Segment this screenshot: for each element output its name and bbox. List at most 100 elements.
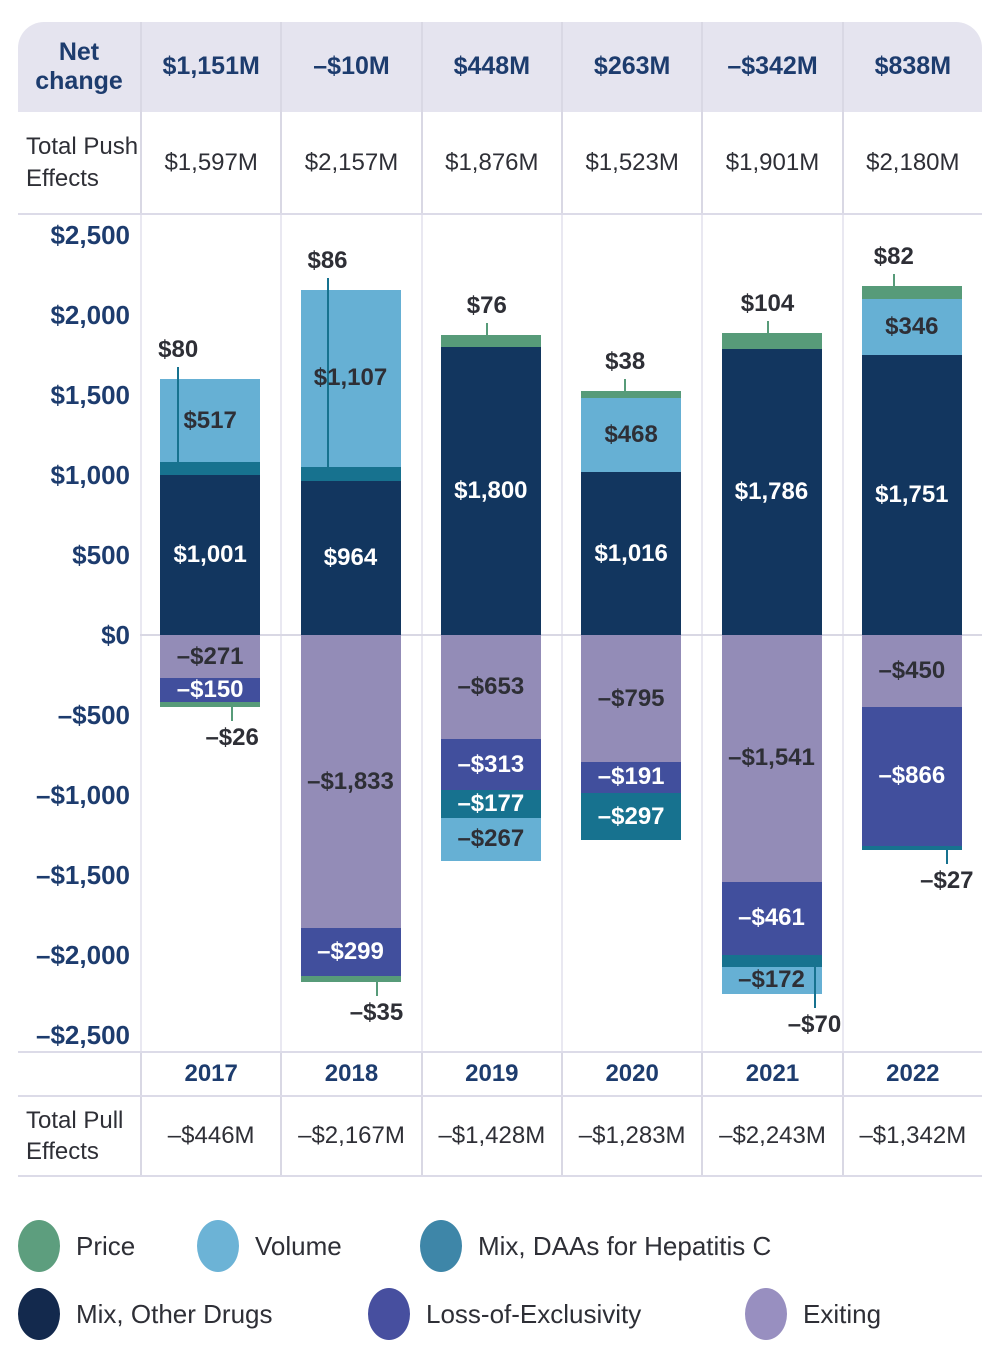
callout-value-label: $38	[605, 348, 646, 376]
bar-segment-volume	[581, 397, 682, 473]
bar-value-label: –$267	[457, 825, 525, 853]
bar-segment-loe	[721, 881, 822, 956]
bar-value-label: –$313	[457, 750, 525, 778]
pull-value-2022: –$1,342M	[841, 1097, 982, 1175]
year-label-2017: 2017	[140, 1053, 280, 1095]
callout-value-label: –$70	[787, 1011, 842, 1039]
legend-item-loe: Loss-of-Exclusivity	[368, 1288, 641, 1340]
legend-item-exiting: Exiting	[745, 1288, 881, 1340]
bar-segment-price	[581, 391, 682, 398]
bar-value-label: $1,800	[454, 477, 528, 504]
bar-value-label: –$1,833	[307, 767, 394, 795]
column-separator	[561, 215, 563, 1051]
volume-legend-swatch-icon	[197, 1220, 239, 1272]
y-axis-tick-label: $1,000	[50, 460, 130, 490]
year-label-2021: 2021	[701, 1053, 841, 1095]
callout-value-label: $76	[466, 291, 507, 319]
bar-value-label: $468	[604, 421, 658, 448]
legend-label-mix-other: Mix, Other Drugs	[76, 1298, 273, 1329]
push-value-2020: $1,523M	[560, 112, 701, 213]
bar-segment-volume	[440, 817, 541, 861]
bar-segment-exiting	[861, 635, 962, 707]
callout-value-label: $104	[740, 289, 795, 317]
bar-value-label: –$1,541	[728, 744, 815, 772]
legend-label-exiting: Exiting	[803, 1298, 882, 1329]
bar-value-label: $1,786	[734, 478, 809, 506]
bar-segment-mix_other	[721, 349, 822, 635]
y-axis-tick-label: $2,500	[50, 220, 130, 250]
bar-segment-mix_daas	[721, 955, 822, 967]
net-change-value-2021: –$342M	[701, 22, 841, 112]
callout-line	[813, 960, 816, 1009]
bar-segment-price	[440, 334, 541, 347]
total-push-effects-row: Total Push Effects $1,597M $2,157M $1,87…	[18, 112, 982, 215]
bar-value-label: $1,107	[313, 364, 388, 392]
price-legend-swatch-icon	[18, 1220, 60, 1272]
pull-value-2017: –$446M	[140, 1097, 280, 1175]
year-label-2019: 2019	[420, 1053, 561, 1095]
callout-line	[326, 277, 329, 474]
net-change-row: Net change $1,151M –$10M $448M $263M –$3…	[18, 22, 982, 112]
y-axis-tick-label: –$2,500	[36, 1020, 130, 1050]
exiting-legend-swatch-icon	[745, 1288, 787, 1340]
bar-segment-price	[160, 702, 261, 707]
pull-value-2019: –$1,428M	[420, 1097, 561, 1175]
bar-segment-price	[861, 286, 962, 300]
year-label-2020: 2020	[560, 1053, 701, 1095]
total-push-effects-label: Total Push Effects	[26, 133, 139, 192]
y-axis-tick-label: –$500	[57, 700, 130, 730]
zero-gridline	[140, 634, 982, 636]
mix-other-legend-swatch-icon	[18, 1288, 60, 1340]
bar-segment-loe	[160, 678, 261, 703]
bar-value-label: –$795	[597, 684, 665, 712]
bar-value-label: $1,751	[875, 480, 949, 508]
year-axis-row: 2017 2018 2019 2020 2021 2022	[18, 1053, 982, 1097]
callout-line	[945, 847, 948, 864]
bar-segment-mix_other	[300, 480, 401, 635]
bar-value-label: $517	[183, 406, 237, 434]
bar-segment-mix_other	[160, 474, 261, 635]
y-axis-tick-label: –$1,000	[36, 780, 130, 810]
bar-segment-exiting	[721, 635, 822, 882]
y-axis-tick-label: $2,000	[50, 300, 130, 330]
legend-label-volume: Volume	[255, 1230, 342, 1261]
bar-segment-loe	[440, 739, 541, 790]
column-separator	[280, 215, 283, 1051]
legend-item-mix-other: Mix, Other Drugs	[18, 1288, 273, 1340]
push-value-2022: $2,180M	[841, 112, 982, 213]
bar-value-label: –$172	[738, 966, 805, 994]
bar-segment-exiting	[440, 635, 541, 740]
bar-segment-volume	[861, 299, 962, 355]
bar-segment-exiting	[160, 635, 261, 679]
stacked-bar-chart: $2,500 $2,000 $1,500 $1,000 $500 $0 –$500 –$1,0…	[18, 215, 982, 1053]
legend-item-mix-daas: Mix, DAAs for Hepatitis C	[420, 1220, 771, 1272]
year-axis-spacer	[18, 1053, 140, 1095]
y-axis-tick-label: $1,500	[50, 380, 130, 410]
push-value-2018: $2,157M	[280, 112, 420, 213]
year-label-2022: 2022	[841, 1053, 982, 1095]
callout-value-label: $80	[158, 336, 199, 364]
mix-daas-legend-swatch-icon	[420, 1220, 462, 1272]
bar-segment-loe	[300, 928, 401, 977]
loe-legend-swatch-icon	[368, 1288, 410, 1340]
callout-value-label: –$26	[205, 723, 259, 751]
net-change-value-2018: –$10M	[280, 22, 420, 112]
callout-value-label: $82	[873, 243, 914, 271]
legend-label-loe: Loss-of-Exclusivity	[426, 1298, 642, 1329]
callout-line	[375, 978, 378, 996]
bar-segment-volume	[160, 379, 261, 463]
year-label-2018: 2018	[280, 1053, 420, 1095]
pull-value-2020: –$1,283M	[560, 1097, 701, 1175]
push-value-2019: $1,876M	[420, 112, 561, 213]
callout-line	[766, 320, 769, 341]
legend-item-volume: Volume	[197, 1220, 342, 1272]
callout-line	[485, 322, 488, 341]
bar-segment-price	[300, 976, 401, 982]
net-change-value-2017: $1,151M	[140, 22, 280, 112]
column-separator	[841, 215, 844, 1051]
legend-label-price: Price	[76, 1230, 136, 1261]
net-change-header-label: Net change	[35, 37, 123, 96]
callout-value-label: –$35	[349, 998, 404, 1026]
column-separator	[420, 215, 423, 1051]
